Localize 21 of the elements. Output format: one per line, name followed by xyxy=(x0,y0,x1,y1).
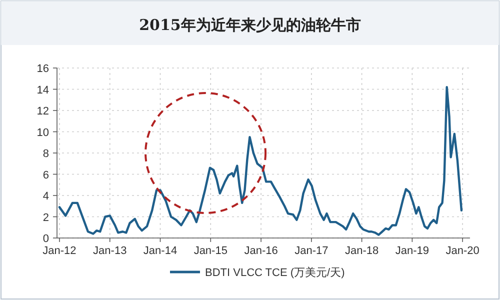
y-tick-label: 6 xyxy=(42,169,49,182)
x-tick-label: Jan-20 xyxy=(446,245,480,257)
chart-title: 2015年为近年来少见的油轮牛市 xyxy=(139,16,361,34)
y-tick-label: 8 xyxy=(42,148,49,160)
x-tick-label: Jan-18 xyxy=(344,245,379,257)
x-tick-label: Jan-19 xyxy=(395,245,429,257)
x-tick-label: Jan-16 xyxy=(244,245,278,257)
x-tick-label: Jan-14 xyxy=(143,245,178,257)
line-series xyxy=(58,86,463,236)
y-tick-label: 14 xyxy=(36,84,49,96)
x-tick-label: Jan-17 xyxy=(294,245,328,257)
x-tick-label: Jan-12 xyxy=(42,245,76,257)
y-tick-label: 12 xyxy=(36,106,49,118)
y-tick-label: 10 xyxy=(36,126,49,139)
y-tick-label: 2 xyxy=(42,212,49,224)
y-tick-label: 16 xyxy=(36,63,49,75)
y-tick-label: 0 xyxy=(42,233,49,245)
x-tick-label: Jan-13 xyxy=(93,245,127,257)
y-tick-label: 4 xyxy=(42,190,49,202)
x-tick-label: Jan-15 xyxy=(194,245,228,257)
legend-label: BDTI VLCC TCE (万美元/天) xyxy=(205,266,345,279)
